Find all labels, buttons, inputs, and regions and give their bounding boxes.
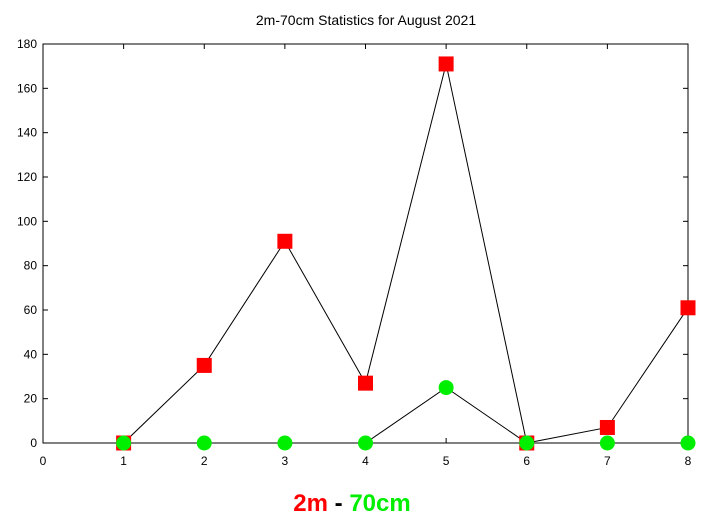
data-point-70cm: [196, 435, 212, 451]
y-tick-label: 80: [24, 259, 38, 273]
y-tick-label: 60: [24, 303, 38, 317]
legend-series-2m: 2m: [293, 490, 328, 517]
series-line-2m: [123, 63, 689, 444]
x-tick-label: 4: [362, 454, 369, 468]
x-tick-label: 2: [201, 454, 208, 468]
data-point-70cm: [438, 380, 454, 396]
data-point-70cm: [680, 435, 696, 451]
chart-title: 2m-70cm Statistics for August 2021: [256, 12, 476, 28]
x-tick-label: 0: [40, 454, 47, 468]
data-point-70cm: [277, 435, 293, 451]
series-markers: [116, 56, 696, 451]
x-tick-label: 3: [282, 454, 289, 468]
data-point-70cm: [358, 435, 373, 451]
y-tick-label: 120: [17, 170, 37, 184]
axis-ticks: 0 20 40 60 80 100 120 140 160 180 0 1 2 3 4 5 6 7 8: [17, 37, 692, 468]
chart: 2m-70cm Statistics for August 2021 02040…: [17, 12, 696, 468]
data-point-70cm: [519, 435, 535, 451]
data-point-2m: [680, 300, 696, 316]
data-point-2m: [196, 357, 212, 373]
x-tick-label: 6: [523, 454, 530, 468]
y-tick-label: 20: [24, 392, 38, 406]
legend-separator: -: [334, 490, 343, 517]
x-tick-label: 5: [443, 454, 450, 468]
y-tick-label: 180: [17, 37, 37, 51]
y-tick-label: 140: [17, 126, 37, 140]
x-tick-label: 7: [604, 454, 611, 468]
legend-series-70cm: 70cm: [349, 490, 411, 517]
data-point-2m: [438, 56, 454, 72]
x-tick-label: 8: [685, 454, 692, 468]
y-tick-label: 160: [17, 81, 37, 95]
data-point-70cm: [599, 435, 615, 451]
data-point-2m: [358, 375, 373, 391]
y-tick-label: 100: [17, 214, 37, 228]
y-tick-label: 0: [30, 436, 37, 450]
series-lines: [123, 63, 689, 444]
data-point-2m: [599, 419, 615, 435]
y-tick-label: 40: [24, 347, 38, 361]
x-tick-label: 1: [120, 454, 127, 468]
data-point-2m: [277, 233, 293, 249]
series-line-70cm: [123, 386, 688, 444]
data-point-70cm: [116, 435, 132, 451]
legend: 2m - 70cm: [0, 488, 704, 520]
